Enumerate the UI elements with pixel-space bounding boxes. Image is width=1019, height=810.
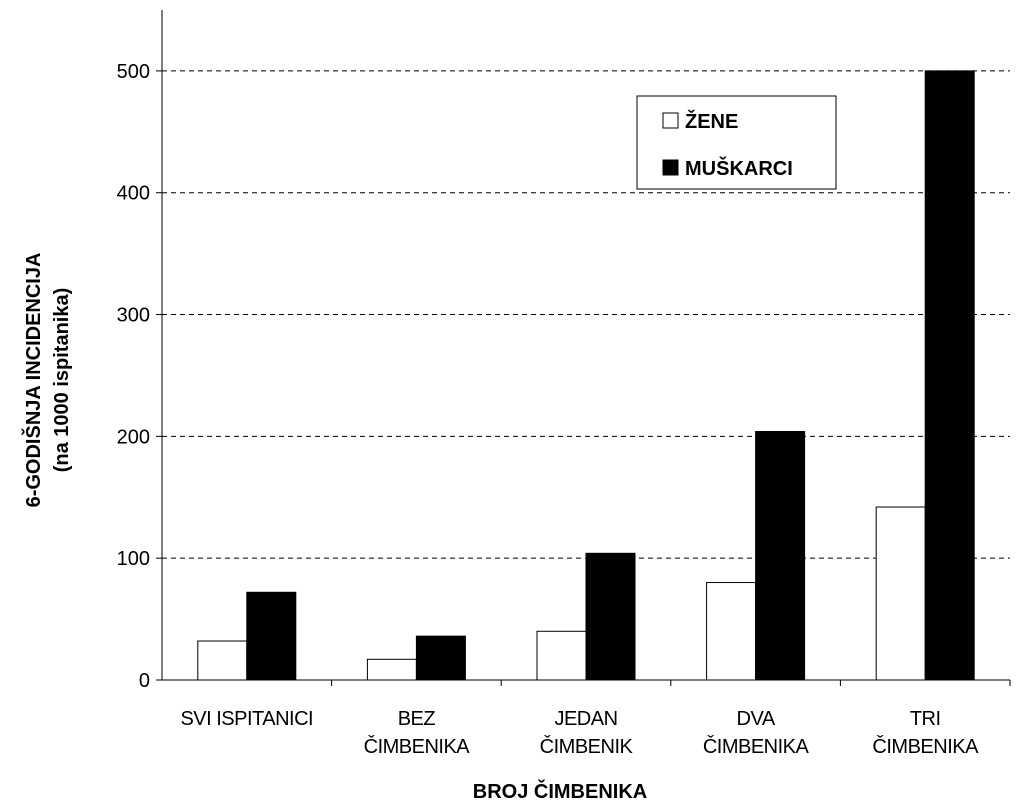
- y-tick-label: 400: [117, 183, 150, 205]
- bar-muskarci: [924, 70, 975, 681]
- x-category-label: TRI ČIMBENIKA: [872, 708, 979, 758]
- axes: [156, 10, 1011, 686]
- legend-label-zene: ŽENE: [685, 109, 738, 133]
- x-category-label: BEZ ČIMBENIKA: [364, 708, 471, 758]
- bars: [197, 70, 975, 681]
- x-category-labels: SVI ISPITANICI BEZ ČIMBENIKA JEDAN ČIMBENIK D…: [180, 708, 979, 758]
- bar-zene: [706, 582, 757, 681]
- bar-zene: [875, 506, 926, 681]
- bar-muskarci: [755, 430, 806, 681]
- bar-zene: [197, 640, 248, 681]
- legend-swatch-muskarci: [662, 159, 679, 176]
- y-tick-label: 100: [117, 548, 150, 570]
- x-axis-title: BROJ ČIMBENIKA: [473, 779, 647, 803]
- bar-zene: [536, 630, 587, 681]
- y-axis-title-line-2: (na 1000 ispitanika): [51, 288, 73, 473]
- y-tick-label: 200: [117, 426, 150, 448]
- y-axis-title: 6-GODIŠNJA INCIDENCIJA (na 1000 ispitani…: [21, 253, 73, 508]
- legend: ŽENE MUŠKARCI: [636, 95, 837, 190]
- legend-swatch-zene: [662, 112, 679, 129]
- bar-zene: [366, 658, 417, 681]
- y-tick-labels: 0 100 200 300 400 500: [117, 61, 150, 692]
- legend-label-muskarci: MUŠKARCI: [685, 156, 793, 180]
- gridlines: [162, 70, 1010, 559]
- y-tick-label: 300: [117, 305, 150, 327]
- bar-muskarci: [246, 591, 297, 681]
- x-category-label: SVI ISPITANICI: [180, 708, 313, 730]
- y-axis-title-line-1: 6-GODIŠNJA INCIDENCIJA: [21, 253, 45, 508]
- bar-muskarci: [585, 552, 636, 681]
- x-category-label: JEDAN ČIMBENIK: [540, 708, 634, 758]
- x-category-label: DVA ČIMBENIKA: [703, 708, 810, 758]
- y-tick-label: 0: [139, 670, 150, 692]
- y-tick-label: 500: [117, 61, 150, 83]
- bar-muskarci: [415, 635, 466, 681]
